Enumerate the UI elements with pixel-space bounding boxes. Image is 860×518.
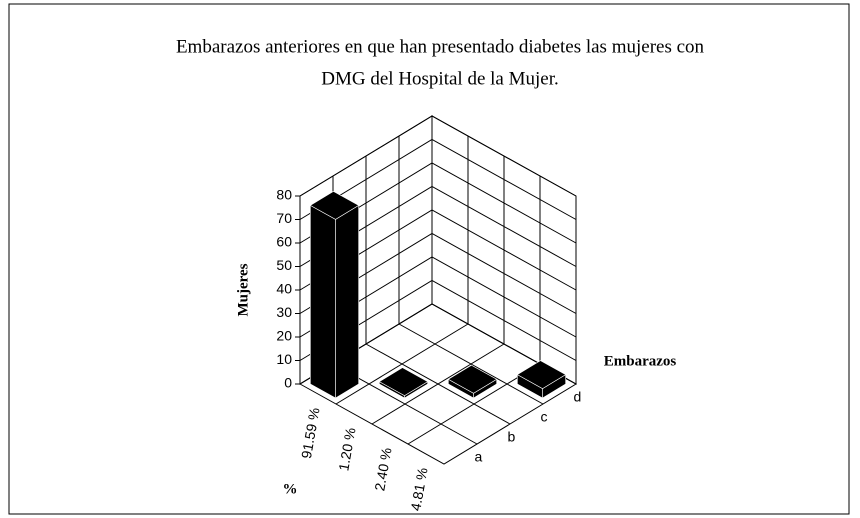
depth-tick-label: b [508, 429, 516, 445]
y-tick-label: 40 [276, 281, 292, 297]
depth-tick-label: c [541, 409, 548, 425]
y-tick-label: 50 [276, 257, 292, 273]
depth-axis-title: Embarazos [604, 353, 677, 369]
y-tick-label: 20 [276, 328, 292, 344]
bar-top [309, 191, 360, 220]
y-tick-label: 10 [276, 351, 292, 367]
x-tick-label: 4.81 % [407, 466, 430, 512]
bar-top [516, 360, 567, 389]
grid-line [299, 138, 577, 220]
y-tick-label: 0 [284, 375, 292, 391]
chart-frame [8, 3, 850, 515]
x-tick-label: 2.40 % [371, 446, 394, 492]
x-axis-title: % [283, 481, 298, 497]
x-tick-label: 91.59 % [298, 406, 323, 459]
depth-tick-label: d [574, 389, 582, 405]
y-tick-label: 70 [276, 210, 292, 226]
y-axis-title: Mujeres [235, 263, 251, 316]
bar-front [310, 204, 336, 399]
bar [516, 360, 567, 399]
bar-side [335, 204, 359, 399]
y-tick-label: 80 [276, 187, 292, 203]
chart-title: DMG del Hospital de la Mujer. [321, 68, 558, 89]
chart-title: Embarazos anteriores en que han presenta… [176, 36, 705, 57]
bar [309, 191, 360, 399]
bar [447, 364, 498, 399]
floor-grid-line [335, 323, 469, 405]
bar [378, 367, 429, 399]
bar-top [447, 364, 498, 394]
grid-line [299, 115, 577, 197]
bar-top [378, 367, 429, 396]
y-tick-label: 60 [276, 234, 292, 250]
y-tick-label: 30 [276, 304, 292, 320]
x-tick-label: 1.20 % [335, 426, 358, 472]
depth-tick-label: a [475, 449, 483, 465]
floor-grid-line [371, 343, 505, 425]
